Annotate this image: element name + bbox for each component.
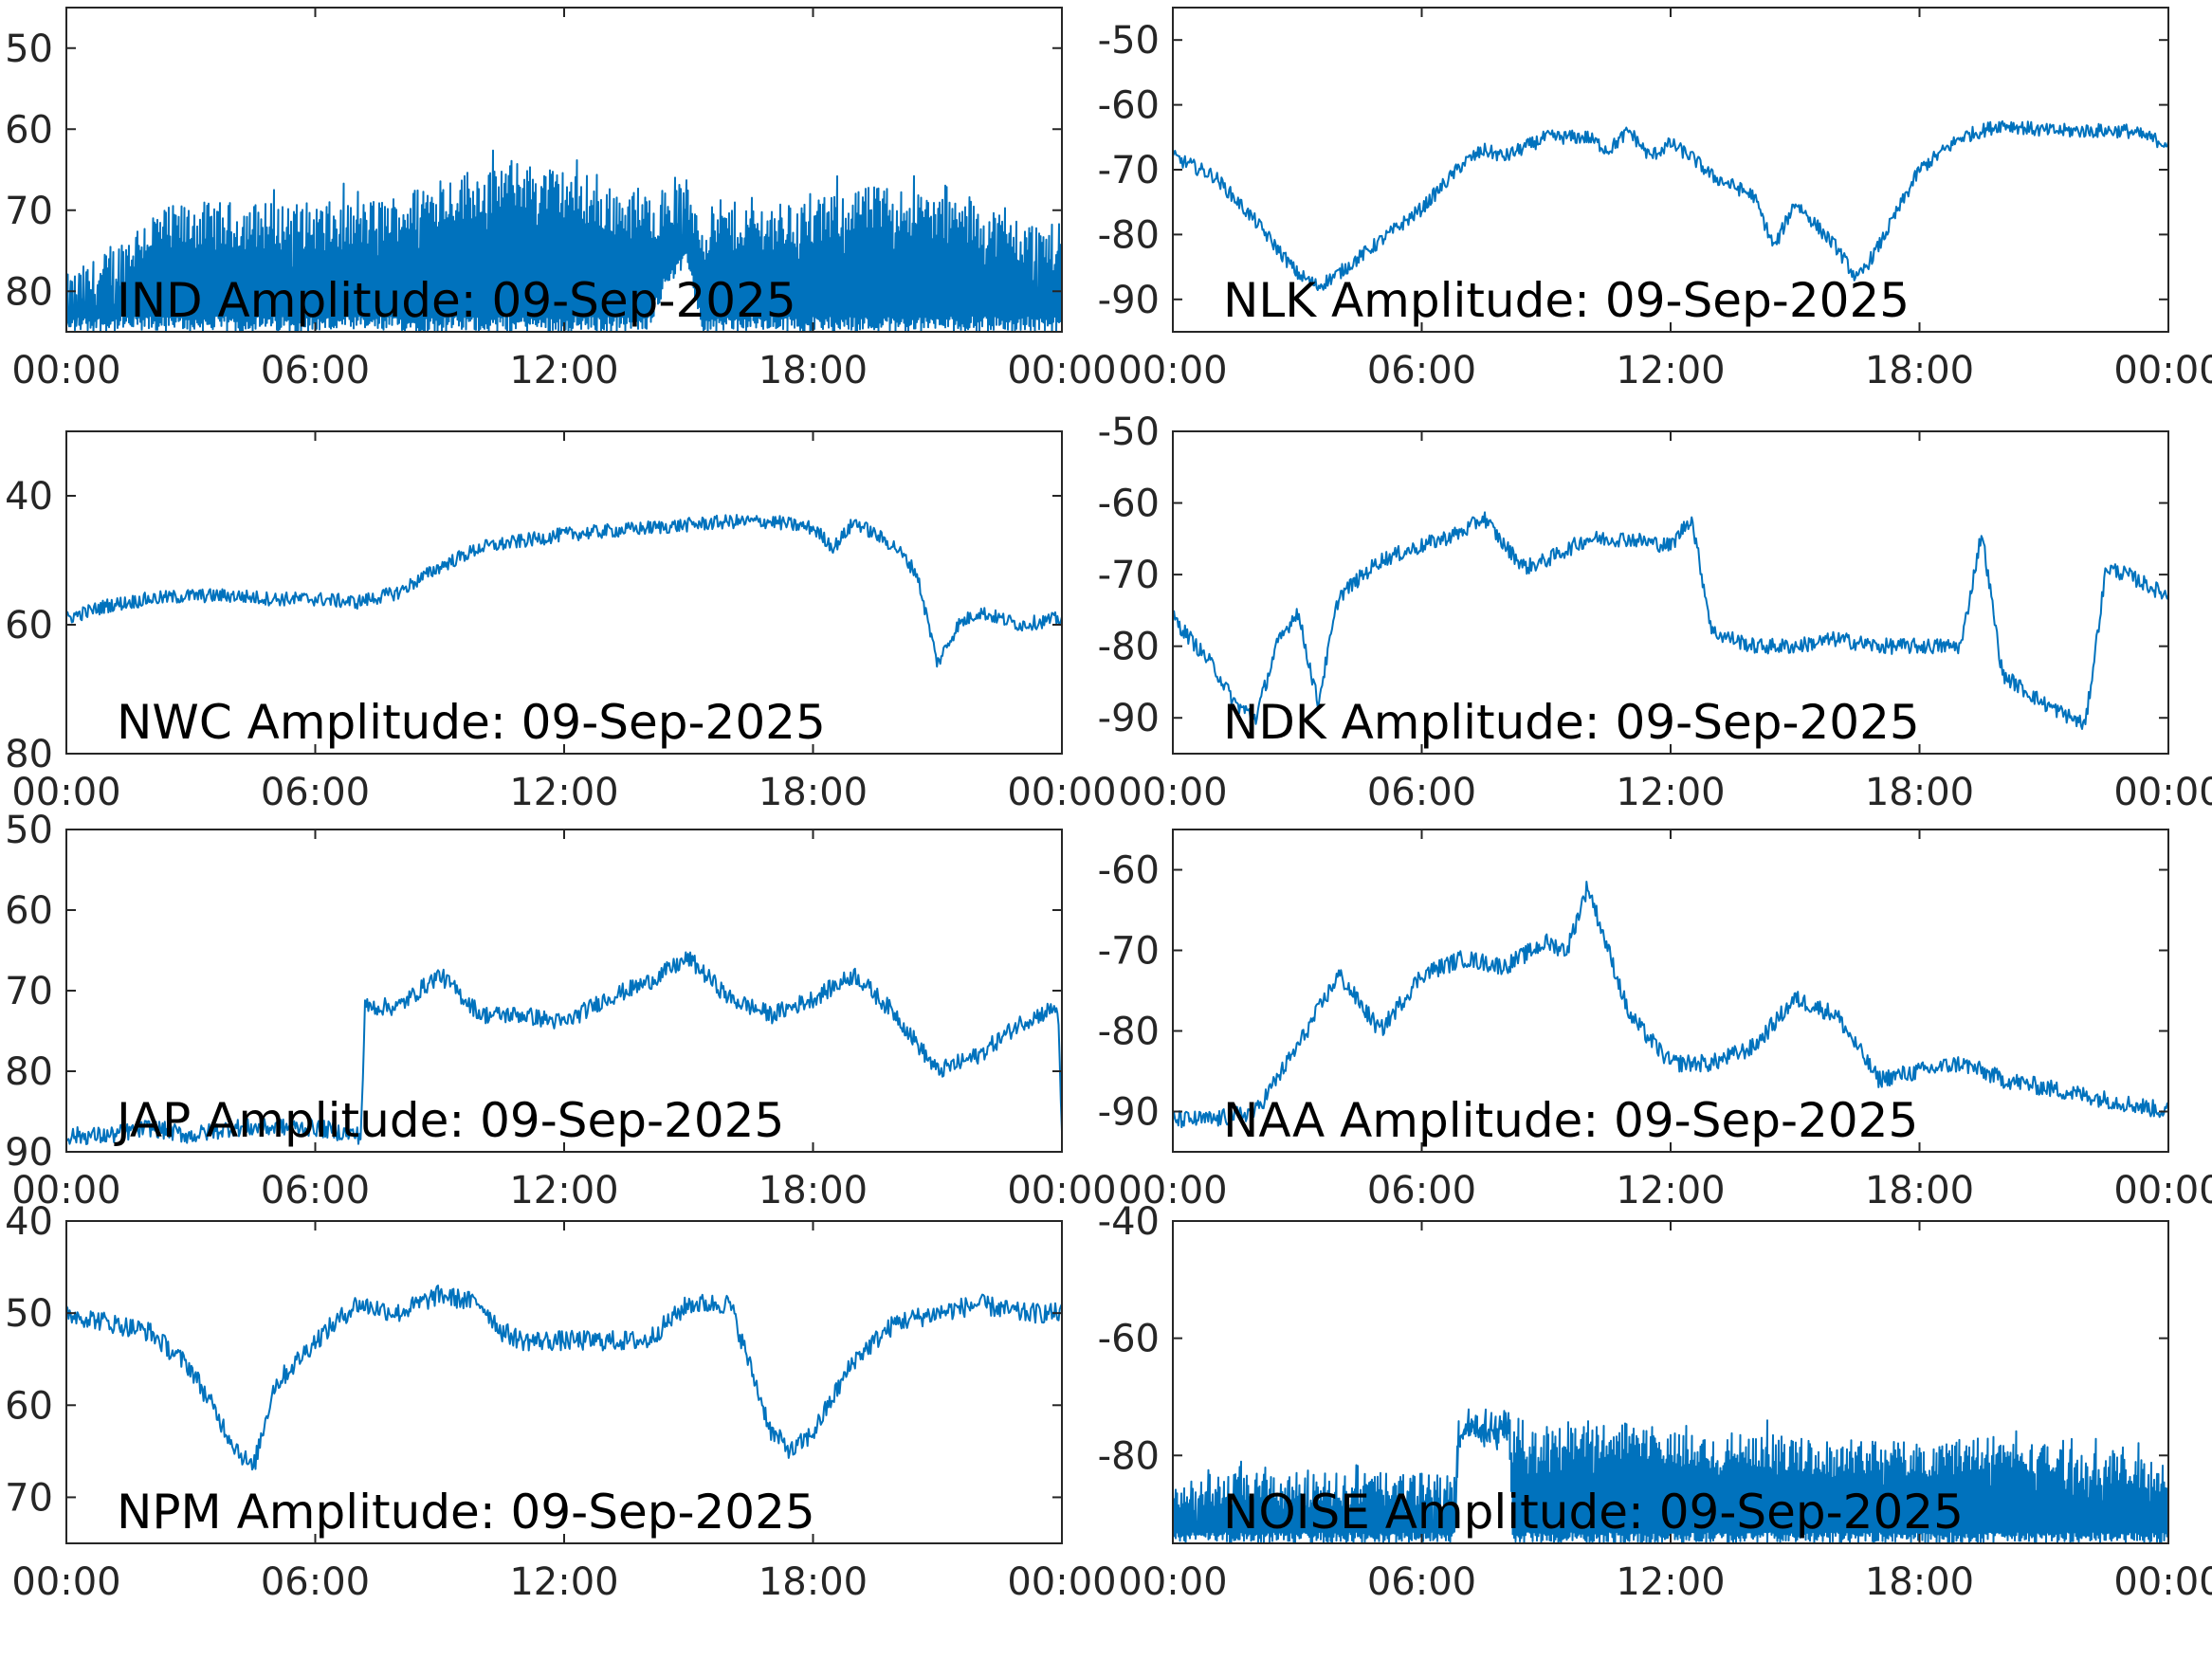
y-tick-label: 60 (5, 604, 53, 647)
x-tick-label: 00:00 (1007, 349, 1116, 392)
x-tick-label: 06:00 (261, 349, 370, 392)
panel-title: IND Amplitude: 09-Sep-2025 (117, 273, 796, 328)
y-tick-label: -80 (1098, 1011, 1160, 1054)
y-tick-label: -70 (1098, 930, 1160, 974)
series-line-0 (66, 149, 1062, 332)
x-tick-label: 06:00 (261, 1560, 370, 1604)
y-tick-label: 50 (5, 27, 53, 71)
x-tick-label: 18:00 (1865, 1169, 1974, 1212)
y-tick-label: -80 (1098, 1434, 1160, 1478)
series-line-7 (1173, 1408, 2168, 1543)
panel-title: NLK Amplitude: 09-Sep-2025 (1223, 273, 1910, 328)
series-line-2 (66, 514, 1062, 668)
x-tick-label: 06:00 (261, 1169, 370, 1212)
y-tick-label: 60 (5, 108, 53, 152)
series-line-3 (1173, 511, 2168, 730)
panel-6: 00:00 06:00 12:00 18:00 00:00 40 50 60 70 NPM Amp… (5, 1200, 1117, 1604)
y-tick-label: -90 (1098, 697, 1160, 740)
x-tick-label: 12:00 (1616, 771, 1725, 814)
x-tick-label: 12:00 (1616, 1169, 1725, 1212)
panel-0: 00:00 06:00 12:00 18:00 00:00 50 60 70 80 IND Amp… (5, 7, 1117, 392)
y-tick-label: -60 (1098, 849, 1160, 893)
x-tick-label: 00:00 (1118, 349, 1227, 392)
x-tick-label: 00:00 (2113, 1560, 2212, 1604)
y-tick-label: 70 (5, 190, 53, 233)
x-tick-label: 18:00 (1865, 1560, 1974, 1604)
y-tick-label: 70 (5, 1476, 53, 1520)
panel-title: NAA Amplitude: 09-Sep-2025 (1223, 1093, 1918, 1148)
y-tick-label: 80 (5, 733, 53, 776)
y-tick-label: -60 (1098, 483, 1160, 526)
x-tick-label: 18:00 (759, 1560, 868, 1604)
x-tick-label: 18:00 (1865, 349, 1974, 392)
series-line-5 (1173, 881, 2168, 1128)
x-tick-label: 00:00 (1118, 1169, 1227, 1212)
x-tick-label: 06:00 (1367, 349, 1476, 392)
x-tick-label: 00:00 (2113, 771, 2212, 814)
x-tick-label: 06:00 (1367, 1169, 1476, 1212)
x-tick-label: 00:00 (11, 349, 120, 392)
y-tick-label: -70 (1098, 149, 1160, 192)
x-tick-label: 00:00 (1118, 771, 1227, 814)
series-line-4 (66, 951, 1062, 1145)
x-tick-label: 18:00 (759, 1169, 868, 1212)
x-tick-label: 06:00 (261, 771, 370, 814)
y-tick-label: 40 (5, 475, 53, 519)
x-tick-label: 00:00 (11, 1169, 120, 1212)
y-tick-label: 50 (5, 809, 53, 852)
x-tick-label: 00:00 (1007, 1560, 1116, 1604)
panel-title: NWC Amplitude: 09-Sep-2025 (117, 695, 826, 750)
panel-1: 00:00 06:00 12:00 18:00 00:00 -50 -60 -70 -80 -90… (1098, 7, 2212, 392)
panel-2: 00:00 06:00 12:00 18:00 00:00 40 60 80 NWC Ampli… (5, 430, 1117, 814)
y-tick-label: -80 (1098, 626, 1160, 669)
y-tick-label: 60 (5, 1384, 53, 1428)
x-tick-label: 18:00 (1865, 771, 1974, 814)
x-tick-label: 00:00 (1007, 1169, 1116, 1212)
y-tick-label: -80 (1098, 213, 1160, 257)
panel-4: 00:00 06:00 12:00 18:00 00:00 50 60 70 80 90 JAP A… (5, 809, 1117, 1212)
series-line-1 (1173, 119, 2168, 291)
x-tick-label: 00:00 (2113, 349, 2212, 392)
x-tick-label: 00:00 (1118, 1560, 1227, 1604)
panel-title: NOISE Amplitude: 09-Sep-2025 (1223, 1485, 1964, 1540)
x-tick-label: 00:00 (11, 1560, 120, 1604)
y-tick-label: -60 (1098, 84, 1160, 128)
panel-7: 00:00 06:00 12:00 18:00 00:00 -40 -60 -80 NOISE … (1098, 1200, 2212, 1604)
x-tick-label: 18:00 (759, 349, 868, 392)
x-tick-label: 12:00 (509, 1169, 618, 1212)
y-tick-label: -70 (1098, 554, 1160, 597)
y-tick-label: 40 (5, 1200, 53, 1244)
y-tick-label: 60 (5, 889, 53, 933)
x-tick-label: 06:00 (1367, 771, 1476, 814)
x-tick-label: 00:00 (2113, 1169, 2212, 1212)
panel-title: NPM Amplitude: 09-Sep-2025 (117, 1485, 815, 1540)
x-tick-label: 06:00 (1367, 1560, 1476, 1604)
x-tick-label: 18:00 (759, 771, 868, 814)
series-line-6 (66, 1285, 1062, 1471)
y-tick-label: -50 (1098, 19, 1160, 63)
panel-5: 00:00 06:00 12:00 18:00 00:00 -60 -70 -80 -90 NAA… (1098, 829, 2212, 1212)
y-tick-label: 70 (5, 970, 53, 1013)
y-tick-label: 80 (5, 270, 53, 314)
x-tick-label: 12:00 (509, 1560, 618, 1604)
x-tick-label: 12:00 (509, 349, 618, 392)
x-tick-label: 12:00 (1616, 349, 1725, 392)
panel-title: JAP Amplitude: 09-Sep-2025 (114, 1093, 784, 1148)
x-tick-label: 12:00 (509, 771, 618, 814)
panel-title: NDK Amplitude: 09-Sep-2025 (1223, 695, 1920, 750)
y-tick-label: -40 (1098, 1200, 1160, 1244)
x-tick-label: 00:00 (1007, 771, 1116, 814)
y-tick-label: 50 (5, 1292, 53, 1336)
y-tick-label: -90 (1098, 279, 1160, 322)
x-tick-label: 00:00 (11, 771, 120, 814)
y-tick-label: 80 (5, 1050, 53, 1094)
y-tick-label: 90 (5, 1131, 53, 1175)
y-tick-label: -60 (1098, 1318, 1160, 1361)
x-tick-label: 12:00 (1616, 1560, 1725, 1604)
y-tick-label: -50 (1098, 410, 1160, 454)
panel-3: 00:00 06:00 12:00 18:00 00:00 -50 -60 -70 -80 -90… (1098, 410, 2212, 814)
y-tick-label: -90 (1098, 1091, 1160, 1135)
